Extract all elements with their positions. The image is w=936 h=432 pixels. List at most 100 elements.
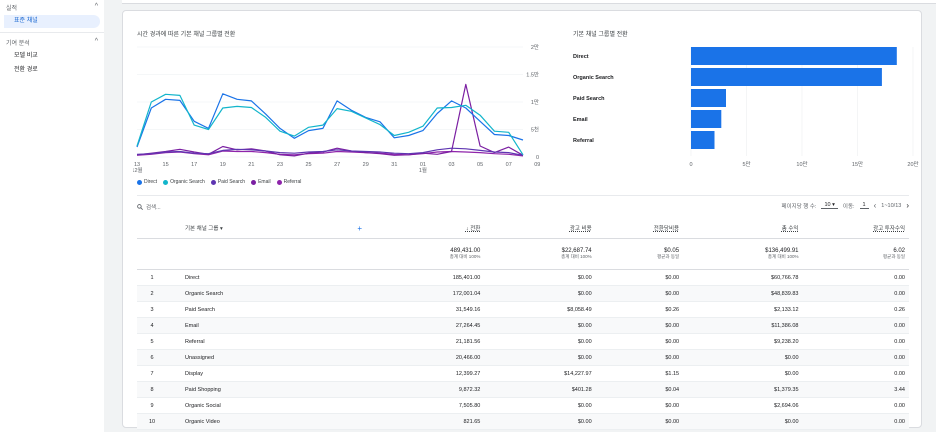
- table-row[interactable]: 10 Organic Video 821.65 $0.00 $0.00 $0.00 0.00: [137, 413, 909, 430]
- series-line-organic-search: [136, 93, 524, 156]
- row-index: 5: [137, 333, 167, 350]
- legend-label: Paid Search: [217, 179, 246, 185]
- y-tick-label: 5천: [531, 126, 539, 134]
- row-dimension[interactable]: Unassigned: [167, 349, 374, 366]
- row-revenue: $60,766.78: [683, 269, 803, 286]
- col-cost-per-conv-header[interactable]: 전환당비용: [595, 218, 684, 239]
- x-tick-label: 13: [134, 162, 140, 168]
- row-cost-per-conv: $1.15: [595, 365, 684, 382]
- table-row[interactable]: 9 Organic Social 7,505.80 $0.00 $0.00 $2,694.…: [137, 397, 909, 414]
- totals-sub: 총계 대비 100%: [449, 254, 481, 259]
- row-index: 8: [137, 381, 167, 398]
- row-revenue: $0.00: [683, 413, 803, 430]
- row-dimension[interactable]: Display: [167, 365, 374, 382]
- row-index: 1: [137, 269, 167, 286]
- rows-per-page-select[interactable]: 10 ▾: [821, 202, 838, 209]
- legend-item-email[interactable]: Email: [251, 179, 271, 185]
- next-page-icon[interactable]: ›: [906, 201, 909, 210]
- search-box[interactable]: 검색...: [137, 203, 161, 211]
- row-dimension[interactable]: Referral: [167, 333, 374, 350]
- row-roas: 0.00: [802, 397, 909, 414]
- nav-section-performance[interactable]: 실적 ^: [6, 3, 98, 12]
- table-toolbar: 검색... 페이지당 행 수: 10 ▾ 이동: 1 ‹ 1~10/13 ›: [137, 201, 909, 213]
- row-ad-cost: $8,058.49: [484, 301, 596, 318]
- table-header-row: 기본 채널 그룹 ▾ + ↓ 전환 광고 비용 전환당비용 총 수익 광고 투자…: [137, 218, 909, 239]
- goto-page-input[interactable]: 1: [859, 202, 869, 209]
- table-row[interactable]: 5 Referral 21,181.56 $0.00 $0.00 $9,238.20 0.0…: [137, 333, 909, 350]
- legend-item-paid-search[interactable]: Paid Search: [210, 179, 246, 185]
- nav-section-attribution[interactable]: 기여 분석 ^: [6, 38, 98, 47]
- col-roas-header[interactable]: 광고 투자수익: [802, 218, 909, 239]
- totals-conversions: 489,431.00 총계 대비 100%: [373, 238, 485, 270]
- table-row[interactable]: 1 Direct 185,401.00 $0.00 $0.00 $60,766.78 0.0…: [137, 269, 909, 286]
- bar-chart-title: 기본 채널 그룹별 전환: [573, 32, 628, 38]
- row-roas: 0.00: [802, 365, 909, 382]
- table-row[interactable]: 2 Organic Search 172,001.04 $0.00 $0.00 $48,8…: [137, 285, 909, 302]
- legend-item-referral[interactable]: Referral: [276, 179, 301, 185]
- divider: [0, 32, 104, 33]
- divider: [137, 195, 909, 196]
- row-dimension[interactable]: Organic Social: [167, 397, 374, 414]
- col-dimension-label: 기본 채널 그룹: [185, 225, 219, 232]
- legend-dot: [251, 179, 257, 185]
- x-tick-label: 27: [334, 162, 340, 168]
- row-ad-cost: $0.00: [484, 333, 596, 350]
- row-ad-cost: $401.28: [484, 381, 596, 398]
- table-row[interactable]: 8 Paid Shopping 9,872.32 $401.28 $0.04 $1,379…: [137, 381, 909, 398]
- row-index: 10: [137, 413, 167, 430]
- col-ad-cost-label: 광고 비용: [569, 226, 592, 232]
- col-revenue-header[interactable]: 총 수익: [683, 218, 803, 239]
- series-line-direct: [136, 93, 524, 148]
- prev-page-icon[interactable]: ‹: [873, 201, 877, 210]
- table-row[interactable]: 3 Paid Search 31,549.16 $8,058.49 $0.26 $2,13…: [137, 301, 909, 318]
- sidebar-item-model-comparison[interactable]: 모델 비교: [4, 50, 100, 63]
- chevron-up-icon: ^: [94, 38, 98, 45]
- x-tick-label: 25: [305, 162, 311, 168]
- x-month-label: 1월: [419, 166, 427, 174]
- bar-organic-search: [691, 68, 882, 86]
- row-index: 9: [137, 397, 167, 414]
- row-dimension[interactable]: Direct: [167, 269, 374, 286]
- sidebar-item-conversion-paths[interactable]: 전환 경로: [4, 64, 100, 77]
- chevron-up-icon: ^: [94, 3, 98, 10]
- top-bar: [122, 0, 936, 4]
- table-body: 1 Direct 185,401.00 $0.00 $0.00 $60,766.78 0.0…: [137, 269, 909, 430]
- table-row[interactable]: 4 Email 27,264.45 $0.00 $0.00 $11,386.08 0.00: [137, 317, 909, 334]
- row-dimension[interactable]: Email: [167, 317, 374, 334]
- x-tick-label: 10만: [796, 160, 807, 168]
- line-chart-title: 시간 경과에 따른 기본 채널 그룹별 전환: [137, 32, 236, 38]
- table-row[interactable]: 6 Unassigned 20,466.00 $0.00 $0.00 $0.00 0.00: [137, 349, 909, 366]
- add-dimension-icon[interactable]: +: [357, 223, 363, 233]
- bar-category-label: Referral: [573, 138, 594, 144]
- search-input[interactable]: 검색...: [146, 205, 161, 211]
- totals-sub: 총계 대비 100%: [561, 254, 592, 259]
- x-tick-label: 5만: [742, 160, 750, 168]
- sidebar-item-default-channel[interactable]: 표준 채널: [4, 15, 100, 28]
- row-conversions: 9,872.32: [373, 381, 485, 398]
- table-row[interactable]: 7 Display 12,399.27 $14,227.97 $1.15 $0.00 0.0…: [137, 365, 909, 382]
- totals-dimension: [167, 238, 374, 270]
- row-dimension[interactable]: Paid Search: [167, 301, 374, 318]
- col-dimension-header[interactable]: 기본 채널 그룹 ▾ +: [167, 218, 374, 239]
- legend-dot: [137, 179, 142, 185]
- row-dimension[interactable]: Organic Video: [167, 413, 374, 430]
- row-dimension[interactable]: Organic Search: [167, 285, 374, 302]
- line-chart[interactable]: 2만 1.5만 1만 5천 0 13 15 17 19 21 23 25 27 29 31 01 03 05 07 0…: [133, 41, 553, 177]
- x-tick-label: 23: [277, 162, 283, 168]
- row-dimension[interactable]: Paid Shopping: [167, 381, 374, 398]
- legend-item-direct[interactable]: Direct: [137, 179, 157, 185]
- col-ad-cost-header[interactable]: 광고 비용: [484, 218, 596, 239]
- bar-chart[interactable]: 0 5만 10만 15만 20만 Direct Organic Search Paid Sea…: [569, 45, 919, 175]
- totals-sub: 평균과 동일: [883, 254, 905, 259]
- legend-item-organic-search[interactable]: Organic Search: [163, 179, 205, 185]
- col-conversions-header[interactable]: ↓ 전환: [373, 218, 485, 239]
- row-roas: 0.00: [802, 269, 909, 286]
- row-cost-per-conv: $0.00: [595, 413, 684, 430]
- dropdown-arrow-icon: ▾: [219, 225, 223, 232]
- x-tick-label: 0: [689, 162, 692, 168]
- series-line-email: [136, 83, 524, 157]
- row-conversions: 7,505.80: [373, 397, 485, 414]
- bar-direct: [691, 47, 897, 65]
- row-revenue: $0.00: [683, 349, 803, 366]
- col-cost-per-conv-label: 전환당비용: [653, 226, 680, 232]
